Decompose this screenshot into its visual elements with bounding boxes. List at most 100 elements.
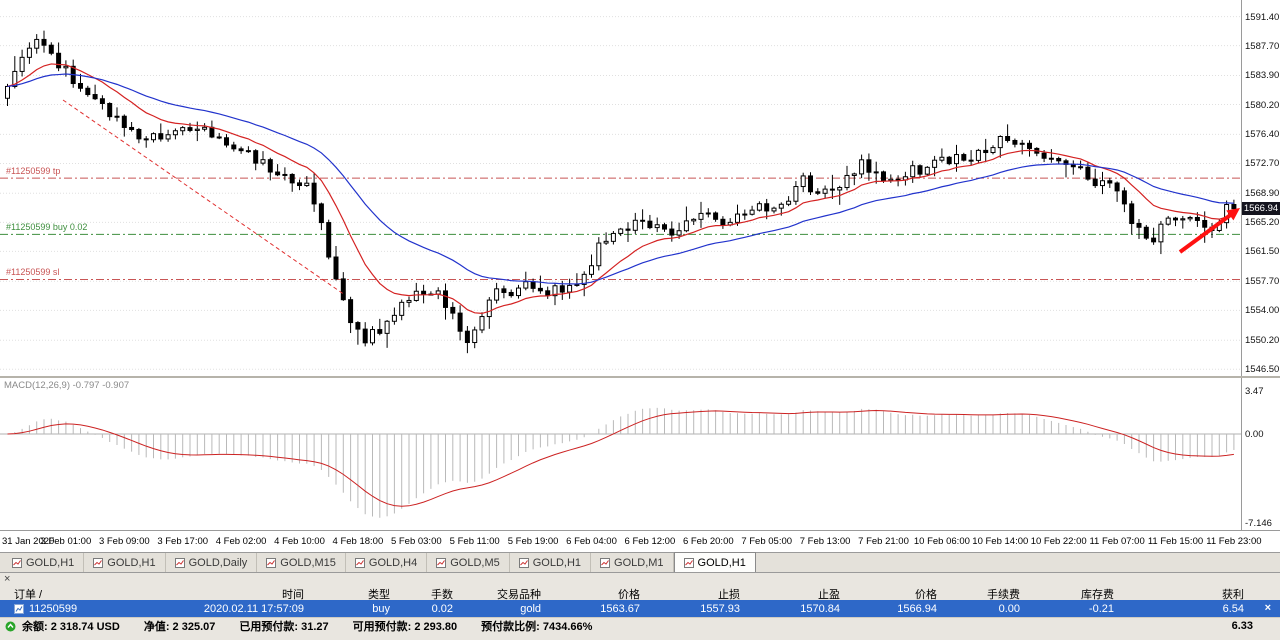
time-axis-label: 7 Feb 05:00 <box>741 536 793 547</box>
column-header[interactable]: 时间 <box>282 588 304 601</box>
macd-indicator-label: MACD(12,26,9) -0.797 -0.907 <box>4 380 130 391</box>
chart-tab-gold-m15[interactable]: GOLD,M15 <box>257 553 346 572</box>
summary-value: 已用预付款: 31.27 <box>239 621 329 633</box>
summary-value: 净值: 2 325.07 <box>143 621 216 633</box>
order-cell: 11250599 <box>14 603 140 615</box>
price-axis-label: 1576.40 <box>1245 129 1280 141</box>
order-line-label: #11250599 buy 0.02 <box>6 222 88 233</box>
order-line-label: #11250599 sl <box>6 267 60 278</box>
chart-tab-label: GOLD,H1 <box>26 556 75 569</box>
order-cell: 1570.84 <box>800 602 840 615</box>
column-header[interactable]: 止损 <box>718 588 740 601</box>
chart-tab-label: GOLD,M5 <box>450 556 500 569</box>
column-header[interactable]: 止盈 <box>818 588 840 601</box>
time-axis-label: 11 Feb 23:00 <box>1206 536 1262 547</box>
chart-tab-label: GOLD,H4 <box>368 556 418 569</box>
column-header[interactable]: 价格 <box>915 588 937 601</box>
macd-panel[interactable]: MACD(12,26,9) -0.797 -0.907 <box>0 378 1241 530</box>
summary-value: 预付款比例: 7434.66% <box>481 621 593 633</box>
price-axis-label: 1546.50 <box>1245 364 1280 376</box>
order-cell: 0.02 <box>431 602 453 615</box>
order-cell: 0.00 <box>998 602 1020 615</box>
chart-tab-gold-h1[interactable]: GOLD,H1 <box>3 553 85 572</box>
panel-splitter[interactable] <box>0 376 1280 378</box>
price-axis-label: 1572.70 <box>1245 158 1280 170</box>
chart-tab-gold-daily[interactable]: GOLD,Daily <box>166 553 258 572</box>
time-axis-label: 11 Feb 07:00 <box>1089 536 1145 547</box>
order-line-label: #11250599 tp <box>6 166 61 177</box>
current-price-badge: 1566.94 <box>1242 201 1280 215</box>
chart-tab-gold-h1[interactable]: GOLD,H1 <box>510 553 592 572</box>
time-axis-label: 5 Feb 03:00 <box>390 536 442 547</box>
chart-tab-gold-m5[interactable]: GOLD,M5 <box>427 553 510 572</box>
order-table-row[interactable]: 11250599 2020.02.11 17:57:09 buy 0.02 gold 15… <box>0 600 1280 617</box>
price-axis-label: 1583.90 <box>1245 70 1280 82</box>
balance-up-icon <box>5 621 16 632</box>
time-axis-label: 3 Feb 17:00 <box>157 536 209 547</box>
time-axis-label: 3 Feb 09:00 <box>98 536 150 547</box>
time-axis-label: 10 Feb 14:00 <box>972 536 1029 547</box>
order-cell: 1557.93 <box>700 602 740 615</box>
macd-axis-label: 0.00 <box>1245 429 1264 440</box>
order-cell: -0.21 <box>1088 602 1114 615</box>
chart-tab-label: GOLD,M15 <box>280 556 336 569</box>
order-cell: 6.54 <box>1222 602 1244 615</box>
time-axis-label: 10 Feb 22:00 <box>1030 536 1087 547</box>
orders-table-header: 订单 / 时间 类型 手数 交易品种 价格 止损 止盈 价格 手续费 库存费 获利 <box>0 587 1280 601</box>
price-axis-label: 1557.70 <box>1245 276 1280 288</box>
chart-tab-icon <box>436 557 447 568</box>
macd-axis-label: -7.146 <box>1245 517 1272 529</box>
column-header[interactable]: 交易品种 <box>497 588 541 601</box>
chart-tab-gold-h1[interactable]: GOLD,H1 <box>84 553 166 572</box>
column-header[interactable]: 手数 <box>431 588 453 601</box>
chart-tab-gold-m1[interactable]: GOLD,M1 <box>591 553 674 572</box>
time-axis-label: 4 Feb 10:00 <box>274 536 325 547</box>
column-header[interactable]: 价格 <box>618 588 640 601</box>
summary-value: 可用预付款: 2 293.80 <box>352 621 458 633</box>
time-axis-label: 6 Feb 12:00 <box>624 536 676 547</box>
column-header[interactable]: 订单 / <box>14 588 43 601</box>
time-axis-label: 10 Feb 06:00 <box>913 536 970 547</box>
price-axis[interactable]: 1591.40 1587.70 1583.90 1580.20 1576.40 1572.… <box>1241 0 1280 376</box>
column-header[interactable]: 手续费 <box>987 588 1020 601</box>
order-type-icon <box>14 603 24 614</box>
chart-tab-gold-h4[interactable]: GOLD,H4 <box>346 553 428 572</box>
account-summary-values: 余额: 2 318.74 USD 净值: 2 325.07 已用预付款: 31.27… <box>22 618 616 634</box>
close-position-icon[interactable]: × <box>1264 602 1271 614</box>
terminal-close-icon[interactable]: × <box>4 573 11 585</box>
time-axis-label: 7 Feb 21:00 <box>858 536 909 547</box>
time-axis-label: 5 Feb 19:00 <box>507 536 559 547</box>
time-axis-label: 11 Feb 15:00 <box>1147 536 1204 547</box>
chart-tab-icon <box>600 557 611 568</box>
chart-tab-bar: GOLD,H1 GOLD,H1 GOLD,Daily GOLD,M15 GOLD,H4 G… <box>0 552 1280 572</box>
order-cell: 1563.67 <box>600 602 640 615</box>
column-header[interactable]: 库存费 <box>1081 588 1114 601</box>
price-axis-label: 1591.40 <box>1245 11 1280 23</box>
price-axis-label: 1550.20 <box>1245 335 1280 347</box>
time-axis[interactable]: 31 Jan 2020 3 Feb 01:00 3 Feb 09:00 3 Feb 1… <box>0 530 1280 552</box>
terminal-panel: × 订单 / 时间 类型 手数 交易品种 价格 止损 止盈 价格 手续费 库存费 获利 1125059… <box>0 572 1280 640</box>
chart-tab-label: GOLD,Daily <box>188 556 248 569</box>
time-axis-label: 31 Jan 2020 <box>2 536 55 547</box>
column-header[interactable]: 获利 <box>1222 588 1244 601</box>
macd-canvas <box>0 407 1241 518</box>
chart-tab-label: GOLD,H1 <box>107 556 156 569</box>
chart-tab-label: GOLD,M1 <box>614 556 664 569</box>
order-cell: gold <box>520 602 541 615</box>
column-header[interactable]: 类型 <box>368 588 390 601</box>
chart-tab-label: GOLD,H1 <box>532 556 582 569</box>
time-axis-label: 4 Feb 02:00 <box>215 536 267 547</box>
account-summary-row: 余额: 2 318.74 USD 净值: 2 325.07 已用预付款: 31.27… <box>0 617 1280 634</box>
time-axis-label: 4 Feb 18:00 <box>332 536 384 547</box>
price-chart[interactable]: #11250599 tp #11250599 buy 0.02 #11250599 … <box>0 0 1241 376</box>
macd-axis[interactable]: 3.47 0.00 -7.146 <box>1241 378 1280 530</box>
macd-axis-label: 3.47 <box>1245 385 1264 397</box>
order-cell: 1566.94 <box>897 602 937 615</box>
price-chart-canvas <box>0 16 1241 370</box>
price-axis-label: 1561.50 <box>1245 246 1280 258</box>
chart-tab-gold-h1[interactable]: GOLD,H1 <box>673 552 756 572</box>
price-axis-label: 1580.20 <box>1245 99 1280 111</box>
price-axis-label: 1554.00 <box>1245 305 1280 317</box>
chart-tab-icon <box>93 557 104 568</box>
